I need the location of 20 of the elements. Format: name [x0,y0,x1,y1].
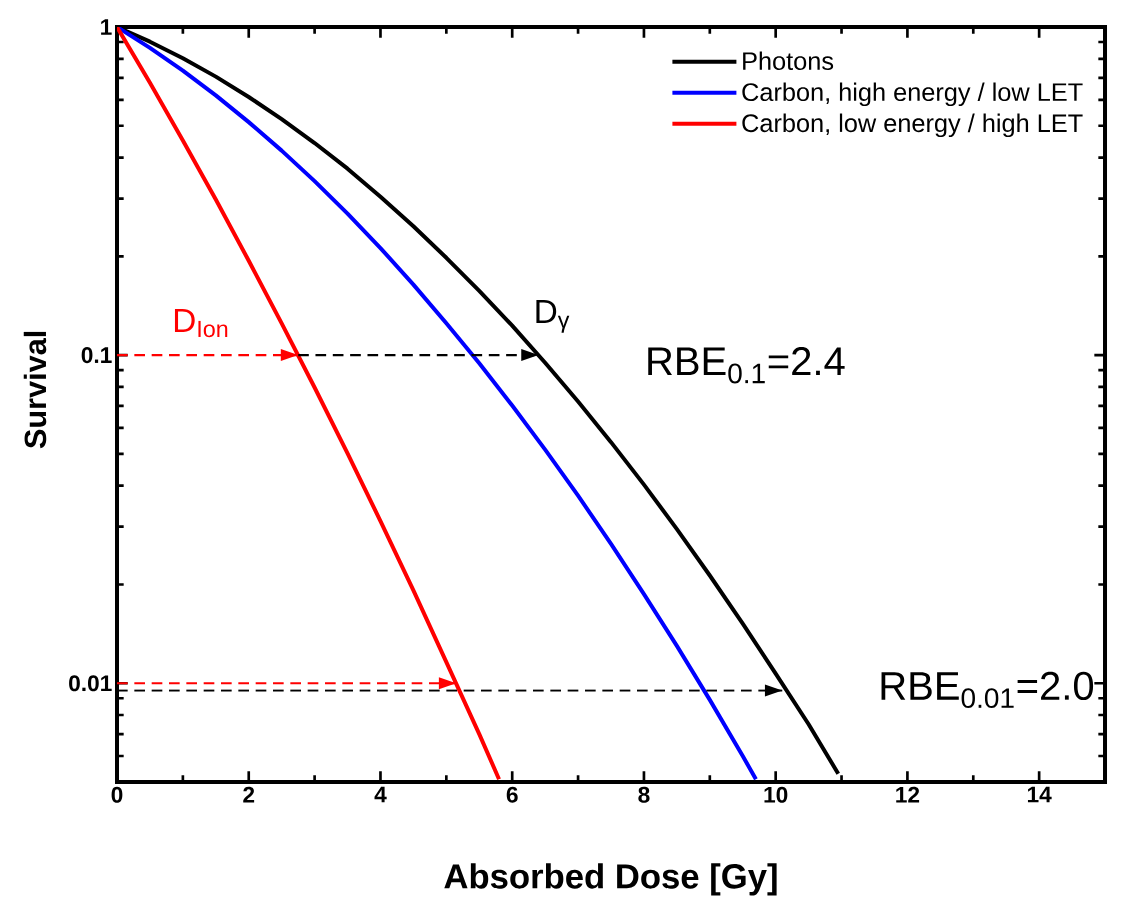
annotation: D$_{Ion}$ [174,309,228,338]
annotation: RBE$_{0.01}$=2.0 [881,671,1094,709]
annotation: D$_{γ}$ [536,300,570,333]
x-tick-label: 12 [896,786,920,803]
x-tick-label: 4 [374,786,387,803]
x-tick-label: 2 [243,786,255,803]
y-tick-label: 0.1 [81,347,112,364]
annotation: RBE$_{0.1}$=2.4 [648,347,845,384]
x-tick-label: 0 [111,786,123,803]
x-tick-label: 6 [506,786,518,803]
legend-label: Carbon, high energy / low LET [742,82,1083,107]
x-tick-label: 8 [638,786,650,803]
legend-label: Photons [743,51,834,71]
y-tick-label: 0.01 [69,675,112,692]
y-axis-title: Survival [23,331,47,449]
y-tick-label: 1 [101,19,112,35]
x-tick-label: 10 [764,786,788,803]
legend-label: Carbon, low energy / high LET [742,113,1083,138]
x-tick-label: 14 [1027,786,1052,803]
x-axis-title: Absorbed Dose [Gy] [444,863,777,896]
